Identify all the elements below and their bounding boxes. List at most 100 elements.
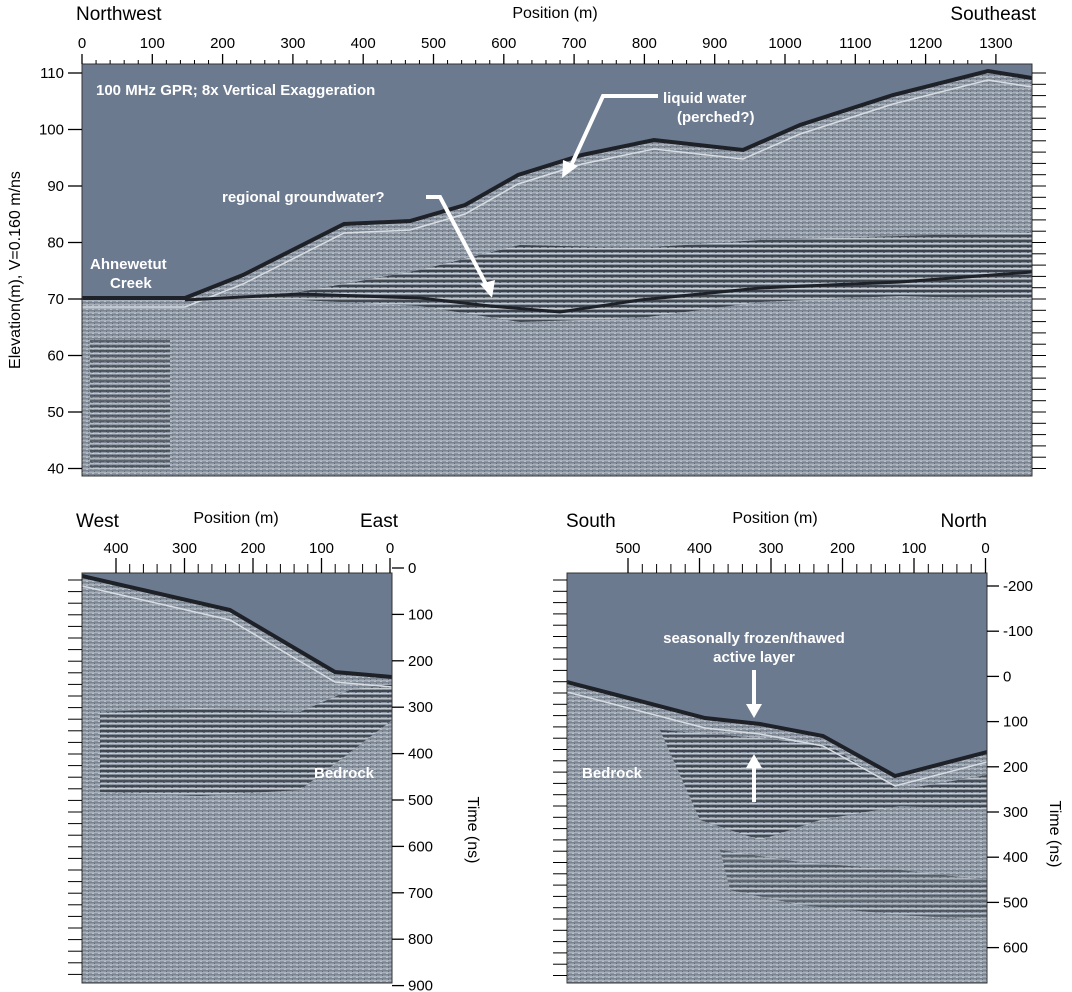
- top-creek-reflections: [90, 340, 170, 470]
- top-x-ticks: 0 100 200 300 400 500 600 700 800 900 1000 1100 1200…: [78, 35, 1013, 64]
- br-bedrock-label: Bedrock: [582, 765, 643, 782]
- y-tick-label: 100: [39, 122, 64, 139]
- liquid-water-arrowhead: [562, 160, 578, 178]
- x-tick-label: 100: [309, 540, 334, 557]
- br-y-axis-title: Time (ns): [1046, 801, 1063, 868]
- groundwater-arrow: [426, 195, 490, 289]
- x-tick-label: 0: [78, 35, 86, 52]
- x-tick-label: 0: [386, 540, 394, 557]
- top-info-text: 100 MHz GPR; 8x Vertical Exaggeration: [96, 82, 375, 99]
- y-tick-label: 200: [1003, 759, 1028, 776]
- y-tick-label: 300: [408, 699, 433, 716]
- x-tick-label: 200: [830, 540, 855, 557]
- top-right-direction: Southeast: [950, 4, 1036, 25]
- bl-surface-line: [82, 574, 392, 679]
- y-tick-label: 90: [47, 178, 64, 195]
- y-tick-label: 600: [1003, 940, 1028, 957]
- x-tick-label: 800: [632, 35, 657, 52]
- x-tick-label: 1000: [768, 35, 801, 52]
- bl-y-ticks: 0 100 200 300 400 500 600 700 800 900: [68, 560, 433, 992]
- top-surface-line: [82, 68, 1032, 300]
- x-tick-label: 200: [240, 540, 265, 557]
- x-tick-label: 1200: [909, 35, 942, 52]
- y-tick-label: 60: [47, 348, 64, 365]
- x-tick-label: 700: [562, 35, 587, 52]
- y-tick-label: 100: [1003, 714, 1028, 731]
- top-groundwater-reflector: [184, 270, 1032, 314]
- y-tick-label: 900: [408, 978, 433, 992]
- x-tick-label: 300: [280, 35, 305, 52]
- x-tick-label: 400: [687, 540, 712, 557]
- br-x-axis-title: Position (m): [732, 510, 817, 527]
- bottom-left-panel: 400 300 200 100 0 0 100 200 300 400 500 600 700 800 9…: [68, 510, 481, 992]
- x-tick-label: 300: [172, 540, 197, 557]
- y-tick-label: 400: [1003, 849, 1028, 866]
- y-tick-label: 110: [40, 65, 64, 82]
- br-surface-line: [567, 680, 987, 779]
- top-left-direction: Northwest: [76, 4, 162, 25]
- x-tick-label: 100: [901, 540, 926, 557]
- y-tick-label: 40: [47, 461, 64, 478]
- y-tick-label: -100: [1003, 623, 1033, 640]
- top-y-ticks: 110 100 90 80 70 60 50 40: [39, 65, 82, 478]
- bottom-right-panel: 500 400 300 200 100 0 -200-100010020030040050…: [553, 510, 1063, 984]
- br-active-layer-label-1: seasonally frozen/thawed: [663, 630, 845, 647]
- bl-bedrock-band: [100, 684, 392, 796]
- top-surface-echo: [82, 79, 1032, 308]
- y-tick-label: 300: [1003, 804, 1028, 821]
- bl-y-axis-title: Time (ns): [464, 797, 481, 864]
- y-tick-label: 200: [408, 653, 433, 670]
- br-up-arrowhead: [746, 754, 762, 768]
- y-tick-label: 70: [47, 291, 64, 308]
- groundwater-label: regional groundwater?: [222, 189, 385, 206]
- top-reflector-band: [200, 232, 1032, 322]
- bl-x-ticks: 400 300 200 100 0: [103, 540, 394, 573]
- bl-left-direction: West: [76, 511, 120, 532]
- br-active-layer-label-2: active layer: [713, 649, 795, 666]
- perched-label: (perched?): [677, 109, 755, 126]
- x-tick-label: 400: [351, 35, 376, 52]
- br-x-ticks: 500 400 300 200 100 0: [615, 540, 990, 573]
- x-tick-label: 0: [981, 540, 989, 557]
- y-tick-label: 50: [47, 404, 64, 421]
- x-tick-label: 200: [210, 35, 235, 52]
- y-tick-label: -200: [1003, 578, 1033, 595]
- creek-label-1: Ahnewetut: [90, 256, 167, 273]
- y-tick-label: 700: [408, 885, 433, 902]
- x-tick-label: 400: [103, 540, 128, 557]
- y-tick-label: 80: [47, 235, 64, 252]
- br-left-direction: South: [566, 511, 616, 532]
- x-tick-label: 300: [758, 540, 783, 557]
- br-surface-echo: [567, 691, 987, 787]
- liquid-water-arrow: [568, 94, 658, 169]
- groundwater-arrowhead: [480, 280, 495, 298]
- y-tick-label: 0: [1003, 668, 1011, 685]
- br-deep-band: [720, 850, 987, 920]
- y-tick-label: 100: [408, 606, 433, 623]
- x-tick-label: 500: [421, 35, 446, 52]
- br-reflector-band: [660, 730, 987, 840]
- x-tick-label: 500: [615, 540, 640, 557]
- y-tick-label: 800: [408, 931, 433, 948]
- x-tick-label: 600: [491, 35, 516, 52]
- br-down-arrowhead: [746, 704, 762, 718]
- x-tick-label: 900: [702, 35, 727, 52]
- x-tick-label: 1300: [979, 35, 1012, 52]
- bl-surface-echo: [82, 585, 392, 688]
- top-y-axis-title: Elevation(m), V=0.160 m/ns: [7, 171, 24, 369]
- bl-x-axis-title: Position (m): [193, 510, 278, 527]
- top-x-axis-title: Position (m): [512, 5, 597, 22]
- bl-right-direction: East: [360, 511, 399, 532]
- top-panel: 0 100 200 300 400 500 600 700 800 900 1000 1100 1200…: [7, 4, 1046, 478]
- liquid-water-label: liquid water: [663, 90, 747, 107]
- br-right-direction: North: [941, 511, 987, 532]
- y-tick-label: 600: [408, 838, 433, 855]
- y-tick-label: 500: [408, 792, 433, 809]
- br-y-ticks: -200 -100 0 100 200 300 400 500 600: [553, 578, 1033, 976]
- bl-bedrock-label: Bedrock: [314, 765, 375, 782]
- x-tick-label: 1100: [839, 35, 871, 52]
- top-minor-ticks: [1032, 72, 1046, 469]
- y-tick-label: 0: [408, 560, 416, 577]
- y-tick-label: 500: [1003, 894, 1028, 911]
